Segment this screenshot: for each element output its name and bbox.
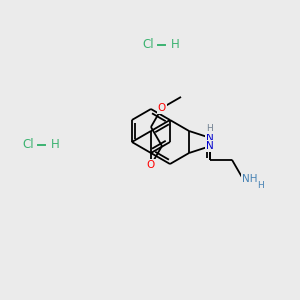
Text: NH: NH: [242, 174, 258, 184]
Text: N: N: [206, 133, 214, 143]
Text: O: O: [147, 160, 155, 170]
Text: Cl: Cl: [142, 38, 154, 52]
Text: O: O: [158, 103, 166, 113]
Text: H: H: [258, 182, 264, 190]
Text: N: N: [206, 141, 214, 151]
Text: H: H: [207, 124, 213, 133]
Text: Cl: Cl: [22, 139, 34, 152]
Text: H: H: [171, 38, 179, 52]
Text: H: H: [51, 139, 59, 152]
